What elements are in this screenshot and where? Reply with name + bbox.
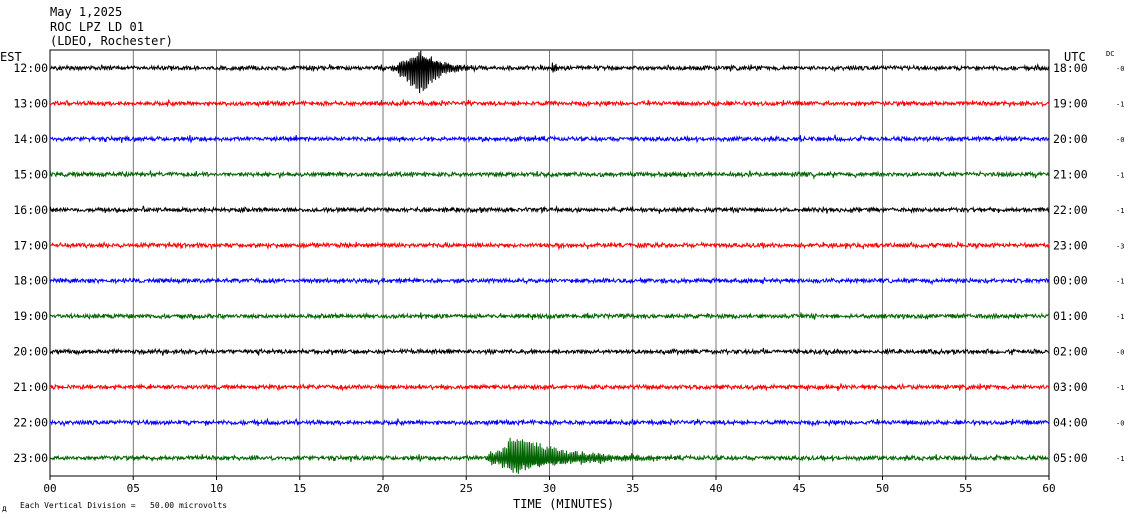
x-tick-label: 00 <box>43 482 56 495</box>
seismic-trace <box>49 205 1050 215</box>
est-hour-label: 12:00 <box>13 61 48 75</box>
utc-hour-label: 19:00 <box>1053 96 1088 110</box>
utc-hour-label: 04:00 <box>1053 416 1088 430</box>
dc-offset-label: -1 <box>1116 313 1124 321</box>
footer-scale-note: Each Vertical Division = 50.00 microvolt… <box>20 501 227 510</box>
header-network: (LDEO, Rochester) <box>50 34 173 48</box>
est-hour-labels: 12:00 13:00 14:00 15:00 16:00 17:00 18:00 19:00… <box>13 61 48 465</box>
dc-offset-label: -1 <box>1116 171 1124 179</box>
seismic-trace <box>49 437 1050 474</box>
utc-hour-label: 00:00 <box>1053 274 1088 288</box>
dc-offset-label: -1 <box>1116 278 1124 286</box>
utc-hour-label: 20:00 <box>1053 132 1088 146</box>
est-hour-label: 20:00 <box>13 345 48 359</box>
est-hour-label: 23:00 <box>13 451 48 465</box>
dc-offset-label: -1 <box>1116 100 1124 108</box>
x-tick-label: 25 <box>460 482 473 495</box>
est-hour-label: 19:00 <box>13 309 48 323</box>
dc-header-label: DC <box>1106 50 1114 58</box>
est-hour-label: 17:00 <box>13 238 48 252</box>
footer-mark: д <box>2 504 7 513</box>
utc-hour-label: 03:00 <box>1053 380 1088 394</box>
utc-hour-label: 22:00 <box>1053 203 1088 217</box>
x-tick-label: 35 <box>626 482 639 495</box>
header-station: ROC LPZ LD 01 <box>50 20 144 34</box>
utc-hour-label: 23:00 <box>1053 238 1088 252</box>
est-hour-label: 15:00 <box>13 167 48 181</box>
est-hour-label: 13:00 <box>13 96 48 110</box>
grid-lines <box>49 50 1050 480</box>
x-tick-label: 10 <box>210 482 223 495</box>
est-hour-label: 21:00 <box>13 380 48 394</box>
x-tick-label: 55 <box>959 482 972 495</box>
est-hour-label: 14:00 <box>13 132 48 146</box>
utc-hour-labels: 18:00 19:00 20:00 21:00 22:00 23:00 00:00 01:00… <box>1053 61 1088 465</box>
est-hour-label: 18:00 <box>13 274 48 288</box>
seismic-trace <box>49 50 1050 94</box>
dc-offset-label: -1 <box>1116 384 1124 392</box>
dc-offset-labels: -0 -1 -0 -1 -1 -3 -1 -1 -0 -1 -0 -1 <box>1116 65 1124 463</box>
seismic-trace <box>49 170 1050 180</box>
x-tick-label: 05 <box>127 482 140 495</box>
seismic-trace <box>49 134 1050 144</box>
x-tick-label: 45 <box>793 482 806 495</box>
dc-offset-label: -1 <box>1116 207 1124 215</box>
dc-offset-label: -0 <box>1116 65 1124 73</box>
x-tick-label: 60 <box>1042 482 1055 495</box>
seismic-trace <box>49 311 1050 321</box>
right-timezone-label: UTC <box>1064 50 1086 64</box>
dc-offset-label: -3 <box>1116 242 1124 250</box>
left-timezone-label: EST <box>0 50 22 64</box>
x-tick-label: 20 <box>376 482 389 495</box>
dc-offset-label: -0 <box>1116 420 1124 428</box>
x-tick-label: 30 <box>543 482 556 495</box>
x-tick-label: 15 <box>293 482 306 495</box>
utc-hour-label: 02:00 <box>1053 345 1088 359</box>
seismic-trace <box>49 382 1050 392</box>
est-hour-label: 16:00 <box>13 203 48 217</box>
header-date: May 1,2025 <box>50 5 122 19</box>
seismic-traces <box>49 50 1050 474</box>
seismic-trace <box>49 98 1050 109</box>
x-tick-labels: 00 05 10 15 20 25 30 35 40 45 50 55 60 <box>43 482 1055 495</box>
x-axis-title: TIME (MINUTES) <box>513 497 614 511</box>
dc-offset-label: -1 <box>1116 455 1124 463</box>
x-tick-label: 50 <box>876 482 889 495</box>
dc-offset-label: -0 <box>1116 349 1124 357</box>
utc-hour-label: 21:00 <box>1053 167 1088 181</box>
utc-hour-label: 18:00 <box>1053 61 1088 75</box>
est-hour-label: 22:00 <box>13 416 48 430</box>
dc-offset-label: -0 <box>1116 136 1124 144</box>
seismic-trace <box>49 240 1050 251</box>
utc-hour-label: 05:00 <box>1053 451 1088 465</box>
seismic-trace <box>49 417 1050 428</box>
seismic-trace <box>49 347 1050 356</box>
x-tick-label: 40 <box>709 482 722 495</box>
seismic-trace <box>49 276 1050 286</box>
utc-hour-label: 01:00 <box>1053 309 1088 323</box>
